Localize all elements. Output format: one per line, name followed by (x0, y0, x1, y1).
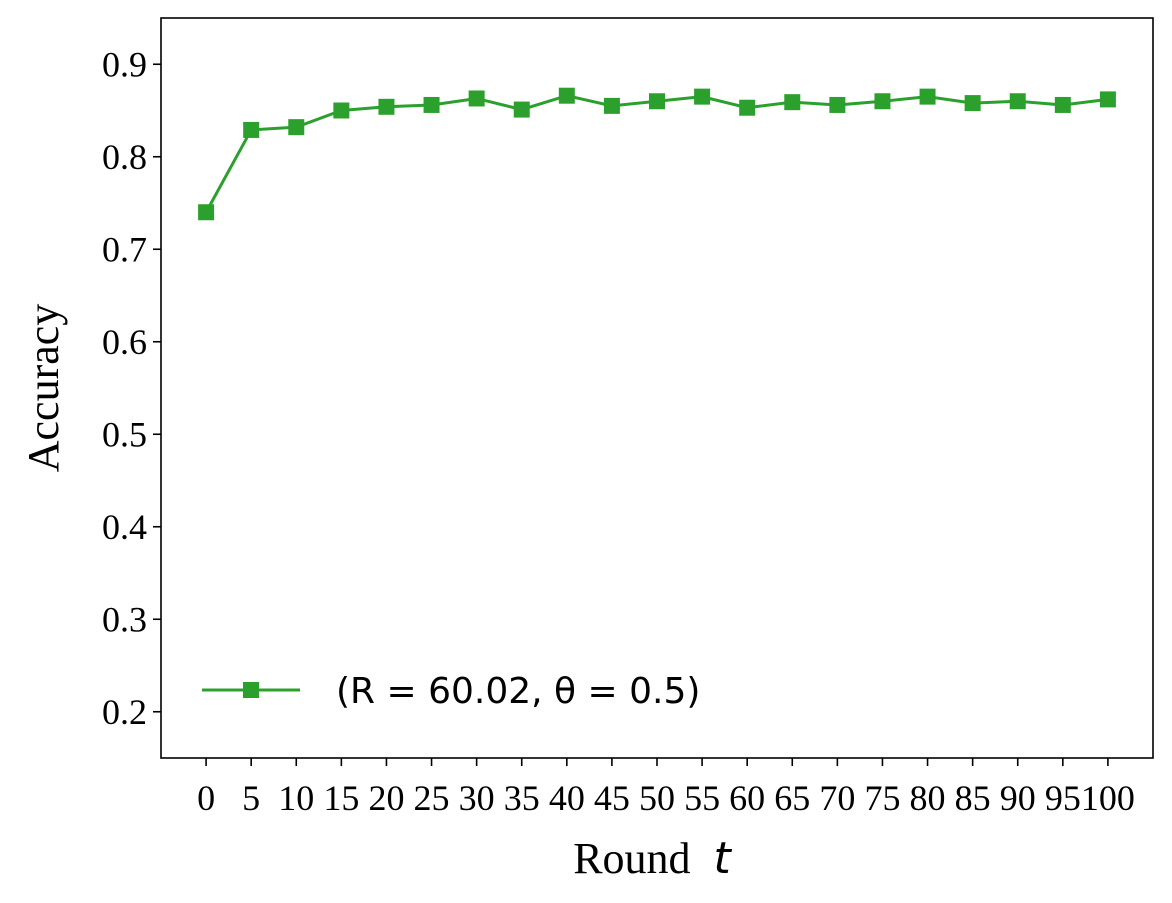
data-point-marker (198, 204, 215, 221)
x-tick-label: 100 (1081, 778, 1135, 818)
x-tick-label: 5 (242, 778, 260, 818)
x-tick-label: 60 (729, 778, 765, 818)
x-tick-label: 35 (504, 778, 540, 818)
x-tick-label: 0 (197, 778, 215, 818)
y-tick-label: 0.3 (102, 599, 147, 639)
data-point-marker (423, 96, 440, 113)
data-point-marker (243, 121, 260, 138)
data-point-marker (649, 93, 665, 110)
x-tick-label: 25 (414, 778, 450, 818)
y-tick-label: 0.7 (102, 229, 147, 269)
data-point-marker (829, 96, 846, 113)
data-point-marker (333, 102, 350, 119)
data-point-marker (919, 88, 936, 105)
y-tick-label: 0.5 (102, 414, 147, 454)
x-tick-label: 45 (594, 778, 630, 818)
x-tick-label: 50 (639, 778, 675, 818)
data-point-marker (468, 90, 485, 107)
data-point-marker (603, 97, 620, 114)
data-point-marker (513, 101, 530, 118)
data-point-marker (964, 95, 981, 112)
x-tick-label: 40 (549, 778, 585, 818)
data-point-marker (784, 94, 801, 111)
x-tick-label: 15 (323, 778, 359, 818)
y-tick-label: 0.8 (102, 137, 147, 177)
data-point-marker (694, 88, 711, 105)
data-point-marker (739, 99, 756, 116)
data-point-marker (1009, 93, 1026, 110)
data-point-marker (1099, 91, 1116, 108)
data-point-marker (288, 119, 305, 136)
x-tick-label: 20 (368, 778, 404, 818)
x-tick-label: 55 (684, 778, 720, 818)
x-axis-label-text: Round (573, 834, 690, 883)
data-point-marker (874, 93, 891, 110)
x-tick-label: 65 (774, 778, 810, 818)
x-tick-label: 70 (819, 778, 855, 818)
x-tick-label: 95 (1045, 778, 1081, 818)
legend-marker (243, 682, 259, 698)
data-point-marker (378, 98, 395, 115)
x-tick-label: 30 (459, 778, 495, 818)
x-axis-label: Round t (573, 833, 732, 884)
x-axis-label-var: t (714, 833, 733, 884)
y-tick-label: 0.9 (102, 44, 147, 84)
y-tick-label: 0.6 (102, 322, 147, 362)
x-tick-label: 10 (278, 778, 314, 818)
y-axis-label: Accuracy (19, 304, 68, 473)
x-tick-label: 85 (955, 778, 991, 818)
data-point-marker (558, 87, 575, 104)
axis-ticks: 0 5 10 15 20 25 30 35 40 45 50 55 60 65 70 75 80 85 90 95 10… (102, 44, 1135, 818)
y-tick-label: 0.4 (102, 507, 147, 547)
x-tick-label: 80 (910, 778, 946, 818)
y-tick-label: 0.2 (102, 692, 147, 732)
legend: (R = 60.02, θ = 0.5) (202, 671, 700, 712)
x-tick-label: 90 (1000, 778, 1036, 818)
x-tick-label: 75 (864, 778, 900, 818)
data-point-marker (1054, 96, 1071, 113)
plot-area (198, 87, 1116, 221)
legend-label: (R = 60.02, θ = 0.5) (336, 671, 700, 712)
